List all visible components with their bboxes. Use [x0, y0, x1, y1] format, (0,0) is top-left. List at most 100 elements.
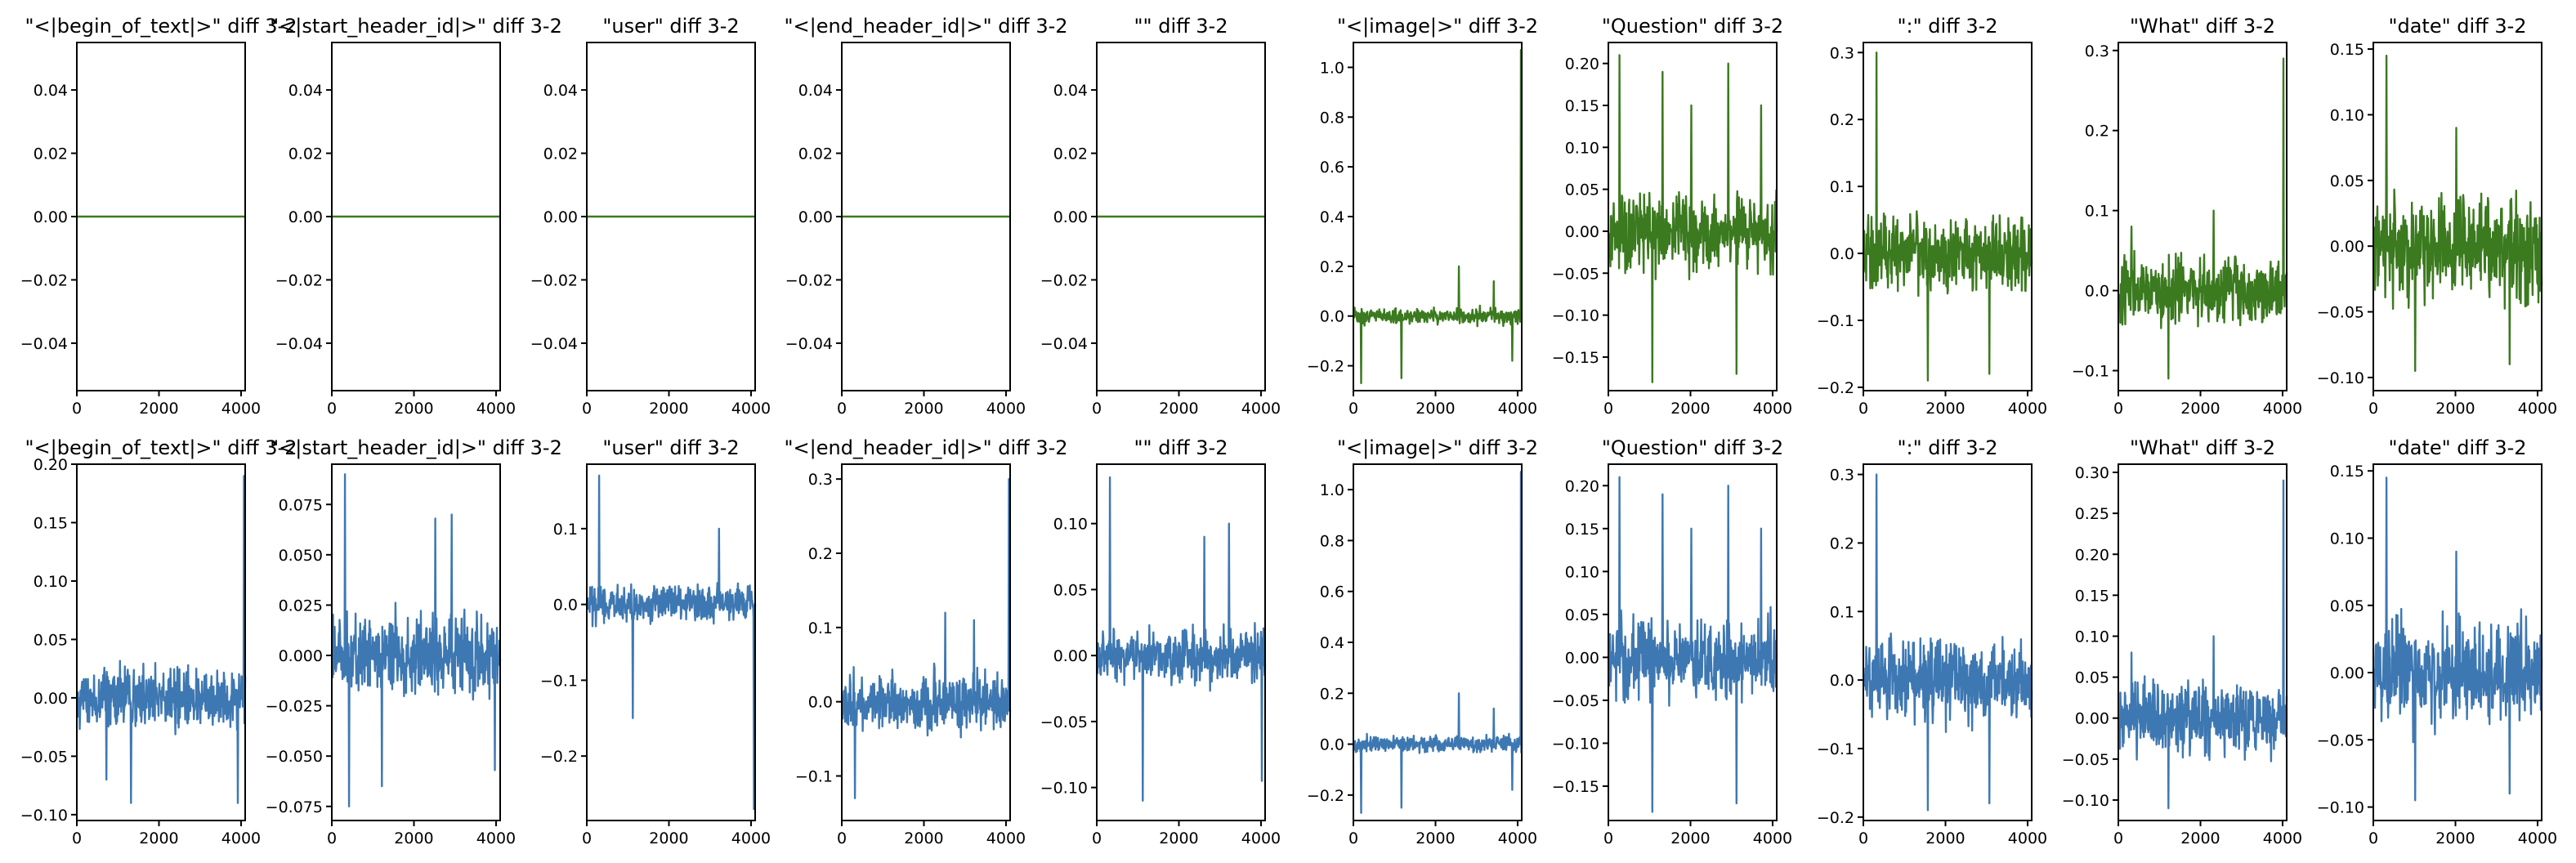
y-tick-label: 0.2	[1830, 111, 1854, 129]
x-tick-label: 0	[837, 829, 847, 847]
y-tick-label: −0.02	[275, 271, 323, 289]
x-tick-label: 2000	[1670, 829, 1710, 847]
y-tick-label: 0.02	[288, 145, 323, 163]
y-tick-label: 0.00	[288, 208, 323, 226]
subplot-0-3: "<|end_header_id|>" diff 3-2 0 2000 4000 −0.…	[784, 15, 1067, 418]
y-tick-label: 0.15	[1565, 97, 1599, 115]
x-tick-label: 0	[1858, 829, 1868, 847]
x-tick-label: 4000	[731, 829, 771, 847]
x-tick-label: 4000	[1753, 400, 1792, 418]
subplot-1-2: "user" diff 3-2 0 2000 4000 −0.2 −0.1 0.0 0.1	[540, 436, 771, 847]
subplot-1-5: "<|image|>" diff 3-2 0 2000 4000 −0.2 0.0 0.2 0…	[1307, 436, 1538, 847]
y-tick-label: 0.000	[279, 647, 323, 665]
series-line	[1096, 476, 1267, 802]
y-tick-label: −0.05	[20, 748, 68, 766]
y-tick-label: 0.6	[1320, 159, 1344, 177]
series-line	[331, 473, 502, 807]
y-tick-label: −0.10	[2317, 369, 2364, 387]
subplot-0-7: ":" diff 3-2 0 2000 4000 −0.2 −0.1 0.0 0.1 0.2 0.…	[1817, 15, 2047, 418]
y-tick-label: 0.02	[34, 145, 68, 163]
y-tick-label: 0.1	[1830, 603, 1854, 621]
y-tick-label: 0.15	[34, 514, 68, 532]
y-tick-label: 0.3	[1830, 44, 1854, 62]
x-tick-label: 2000	[904, 400, 943, 418]
x-tick-label: 2000	[139, 400, 178, 418]
x-tick-label: 0	[1348, 400, 1358, 418]
y-tick-label: 0.10	[34, 573, 68, 591]
subplot-title: "Question" diff 3-2	[1602, 436, 1783, 459]
subplot-1-8: "What" diff 3-2 0 2000 4000 −0.10 −0.05 0.00 0.…	[2062, 436, 2302, 847]
y-tick-label: 0.2	[1830, 534, 1854, 552]
y-tick-label: 0.0	[1830, 245, 1854, 263]
series-line	[2373, 54, 2543, 373]
series-line	[1608, 54, 1778, 383]
y-tick-label: −0.1	[795, 768, 833, 786]
subplot-title: "user" diff 3-2	[602, 15, 739, 38]
series-line	[1608, 476, 1778, 813]
x-tick-label: 0	[2368, 400, 2378, 418]
y-tick-label: 0.0	[1320, 308, 1344, 326]
subplot-title: "<|start_header_id|>" diff 3-2	[270, 15, 562, 38]
y-tick-label: −0.2	[540, 748, 578, 766]
y-tick-label: −0.075	[266, 798, 323, 816]
y-tick-label: 0.0	[553, 597, 578, 615]
y-tick-label: 0.02	[1053, 145, 1088, 163]
y-tick-label: 0.0	[1320, 736, 1344, 754]
y-tick-label: −0.10	[20, 807, 68, 825]
subplot-title: "What" diff 3-2	[2130, 15, 2275, 38]
y-tick-label: −0.1	[1817, 312, 1854, 330]
y-tick-label: 0.1	[808, 619, 833, 637]
series-line	[2118, 57, 2288, 380]
x-tick-label: 0	[327, 829, 337, 847]
y-tick-label: 0.3	[2085, 42, 2109, 60]
y-tick-label: 0.025	[279, 597, 323, 615]
y-tick-label: 0.00	[1053, 647, 1088, 665]
plot-frame	[1863, 463, 2033, 821]
plot-frame	[1863, 42, 2033, 391]
y-tick-label: 0.15	[1565, 521, 1599, 539]
subplot-title: "date" diff 3-2	[2388, 436, 2526, 459]
y-tick-label: 0.05	[1565, 181, 1599, 199]
y-tick-label: −0.1	[1817, 740, 1854, 758]
y-tick-label: 0.1	[553, 521, 578, 539]
y-tick-label: 0.10	[1053, 516, 1088, 534]
x-tick-label: 2000	[2180, 400, 2220, 418]
subplot-title: "<|begin_of_text|>" diff 3-2	[25, 436, 297, 459]
y-tick-label: 0.20	[1565, 56, 1599, 74]
series-line	[586, 474, 757, 811]
plot-frame	[586, 463, 756, 821]
plot-frame	[1353, 463, 1523, 821]
x-tick-label: 4000	[2518, 829, 2557, 847]
subplot-title: "<|start_header_id|>" diff 3-2	[270, 436, 562, 459]
x-tick-label: 2000	[1159, 829, 1198, 847]
subplot-title: "user" diff 3-2	[602, 436, 739, 459]
x-tick-label: 0	[1348, 829, 1358, 847]
x-tick-label: 2000	[1415, 829, 1455, 847]
x-tick-label: 0	[72, 829, 82, 847]
y-tick-label: −0.1	[2072, 363, 2109, 381]
subplot-title: "<|image|>" diff 3-2	[1337, 436, 1538, 459]
y-tick-label: −0.02	[785, 271, 833, 289]
subplot-title: "<|begin_of_text|>" diff 3-2	[25, 15, 297, 38]
x-tick-label: 4000	[2263, 829, 2302, 847]
y-tick-label: 0.15	[2330, 41, 2364, 59]
y-tick-label: −0.10	[2062, 792, 2109, 810]
x-tick-label: 0	[1092, 829, 1102, 847]
series-line	[1863, 473, 2033, 812]
x-tick-label: 2000	[904, 829, 943, 847]
x-tick-label: 2000	[1415, 400, 1455, 418]
x-tick-label: 2000	[1925, 400, 1965, 418]
x-tick-label: 0	[2113, 829, 2123, 847]
subplot-0-1: "<|start_header_id|>" diff 3-2 0 2000 4000 −…	[270, 15, 562, 418]
y-tick-label: 0.05	[2330, 172, 2364, 190]
y-tick-label: −0.1	[540, 672, 578, 690]
subplot-title: "Question" diff 3-2	[1602, 15, 1783, 38]
x-tick-label: 4000	[986, 829, 1026, 847]
x-tick-label: 4000	[1241, 400, 1281, 418]
y-tick-label: 0.1	[1830, 178, 1854, 196]
y-tick-label: −0.04	[785, 335, 833, 353]
y-tick-label: 0.20	[34, 456, 68, 474]
series-line	[1353, 471, 1523, 814]
subplot-1-0: "<|begin_of_text|>" diff 3-2 0 2000 4000 −0.…	[20, 436, 297, 847]
